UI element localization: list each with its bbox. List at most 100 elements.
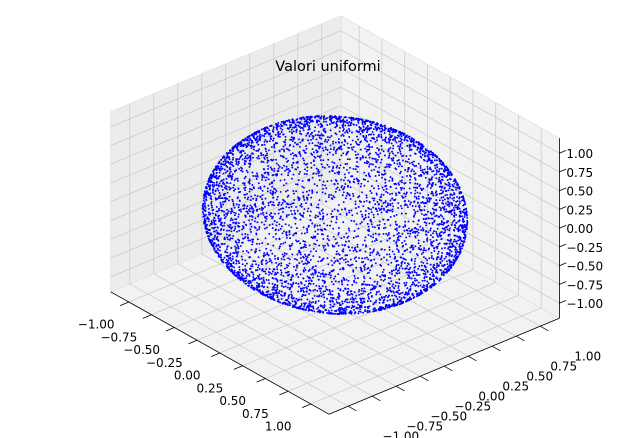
scatter-point [251, 184, 254, 186]
scatter-point [422, 251, 425, 254]
scatter-point [237, 276, 239, 279]
scatter-point [204, 227, 207, 229]
scatter-point [369, 218, 372, 221]
scatter-point [333, 196, 336, 199]
scatter-point [303, 245, 306, 248]
scatter-point [438, 279, 441, 282]
scatter-point [286, 160, 288, 163]
scatter-point [419, 169, 422, 172]
scatter-point [210, 204, 213, 207]
scatter-point [406, 287, 409, 290]
scatter-point [255, 137, 258, 140]
scatter-point [280, 257, 283, 260]
scatter-point [213, 184, 216, 187]
scatter-point [295, 306, 298, 309]
scatter-point [421, 171, 424, 174]
scatter-point [408, 187, 411, 190]
scatter-point [298, 249, 301, 252]
scatter-point [402, 244, 405, 247]
scatter-point [267, 202, 270, 204]
scatter-point [247, 251, 250, 254]
scatter-point [342, 134, 345, 137]
scatter-point [417, 228, 420, 231]
scatter-point [363, 217, 366, 220]
scatter-point [412, 294, 415, 297]
scatter-point [329, 115, 331, 118]
scatter-point [237, 187, 240, 190]
scatter-point [271, 215, 274, 218]
scatter-point [382, 232, 385, 235]
scatter-point [431, 207, 434, 210]
scatter-point [384, 181, 387, 184]
scatter-point [432, 240, 435, 243]
scatter-point [280, 225, 283, 228]
scatter-point [359, 158, 362, 161]
scatter-point [379, 285, 382, 288]
scatter-point [308, 122, 311, 124]
scatter-point [255, 178, 258, 180]
scatter-point [395, 187, 398, 190]
scatter-point [315, 119, 318, 122]
scatter-point [254, 175, 257, 178]
scatter-point [332, 300, 334, 303]
scatter-point [339, 268, 342, 271]
scatter-point [211, 226, 214, 229]
scatter-point [374, 123, 377, 126]
scatter-point [232, 186, 235, 189]
scatter-point [379, 306, 381, 309]
scatter-point [387, 150, 390, 153]
scatter-point [247, 181, 250, 184]
scatter-point [321, 229, 324, 232]
scatter-point [359, 222, 362, 225]
scatter-point [280, 215, 282, 218]
scatter-point [425, 249, 427, 252]
scatter-point [438, 215, 441, 218]
scatter-point [397, 206, 400, 209]
scatter-point [424, 151, 427, 154]
scatter-point [416, 292, 419, 295]
scatter-point [422, 256, 425, 259]
scatter-point [387, 232, 390, 234]
scatter-point [421, 150, 424, 152]
scatter-point [336, 182, 339, 185]
scatter-point [409, 175, 412, 178]
scatter-point [257, 275, 260, 278]
scatter-point [295, 266, 298, 269]
scatter-point [287, 167, 290, 170]
scatter-point [309, 210, 312, 213]
scatter-point [340, 304, 342, 307]
scatter-point [211, 221, 214, 224]
scatter-point [384, 166, 387, 169]
scatter-point [266, 261, 269, 264]
scatter-point [229, 262, 232, 265]
scatter-point [319, 272, 322, 275]
scatter-point [339, 213, 342, 216]
scatter-point [463, 240, 466, 243]
scatter-point [266, 140, 269, 143]
scatter-point [321, 191, 324, 194]
scatter-point [244, 214, 247, 217]
scatter-point [278, 238, 281, 241]
scatter-point [419, 152, 422, 155]
scatter-point [267, 173, 270, 176]
scatter-point [314, 243, 317, 246]
scatter-point [280, 148, 283, 151]
scatter-point [434, 154, 437, 157]
scatter-point [447, 234, 450, 237]
scatter-point [310, 116, 313, 119]
scatter-point [243, 184, 246, 187]
scatter-point [252, 152, 255, 155]
scatter-point [417, 219, 420, 222]
scatter-point [272, 201, 275, 204]
scatter-point [223, 210, 226, 213]
scatter-point [415, 284, 418, 287]
scatter-point [332, 227, 335, 230]
scatter-point [289, 302, 292, 305]
scatter-point [372, 216, 375, 219]
scatter-point [344, 258, 347, 261]
scatter-point [322, 116, 325, 119]
scatter-point [422, 187, 425, 190]
scatter-point [394, 136, 397, 139]
scatter-point [282, 133, 285, 136]
scatter-point [288, 224, 290, 227]
